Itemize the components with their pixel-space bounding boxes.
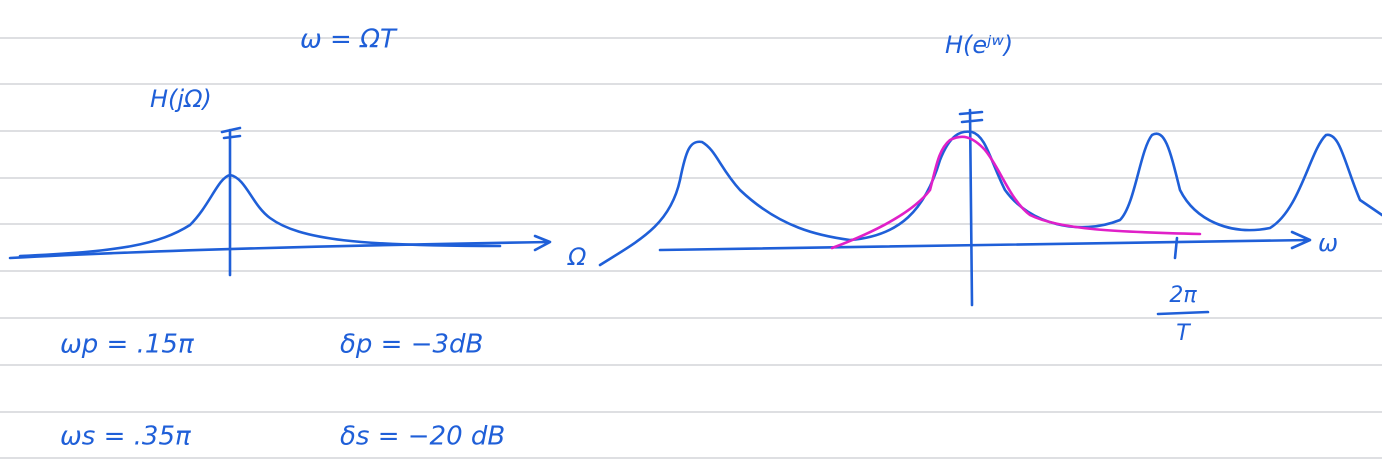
passband-edge: ωp = .15π [60, 330, 194, 360]
right-graph-label: H(eʲʷ) [945, 31, 1013, 59]
right-axis [660, 232, 1310, 250]
right-graph: H(eʲʷ) ω 2π T [600, 31, 1382, 346]
equation: ω = ΩT [300, 25, 398, 55]
tick-numerator: 2π [1169, 283, 1197, 308]
stopband-attenuation: δs = −20 dB [340, 422, 505, 452]
tick-denominator: T [1176, 321, 1191, 346]
left-vertical [222, 128, 240, 275]
left-axis-label: Ω [567, 243, 587, 271]
notebook-page: H(jΩ) Ω ω = ΩT H(eʲʷ) ω 2π T ωp = .15π δ… [0, 0, 1382, 470]
right-axis-label: ω [1318, 229, 1338, 257]
left-graph: H(jΩ) Ω [10, 85, 587, 275]
passband-ripple: δp = −3dB [340, 330, 483, 360]
page: H(jΩ) Ω ω = ΩT H(eʲʷ) ω 2π T ωp = .15π δ… [0, 0, 1382, 470]
fraction-bar [1158, 312, 1208, 314]
left-graph-label: H(jΩ) [150, 85, 212, 113]
stopband-edge: ωs = .35π [60, 422, 191, 452]
